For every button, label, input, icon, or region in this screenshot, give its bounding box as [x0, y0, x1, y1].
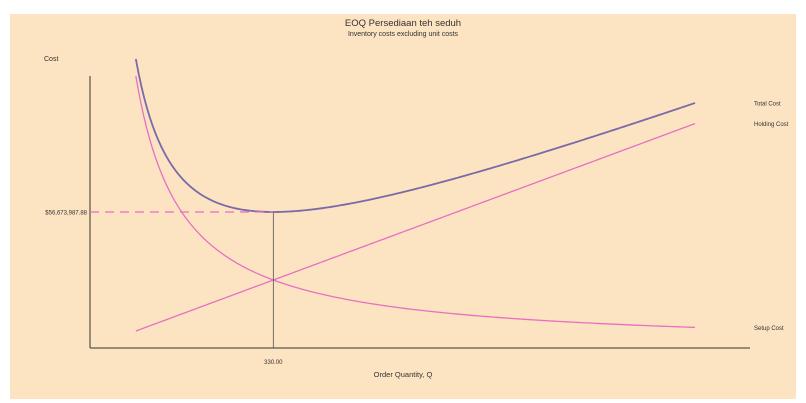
series-label-2: Holding Cost: [754, 122, 789, 128]
chart-panel: EOQ Persediaan teh seduh Inventory costs …: [10, 14, 796, 399]
y-axis-label: Cost: [44, 56, 58, 63]
total-cost-line: [134, 58, 696, 213]
min-cost-label: $56,673,987.88: [45, 211, 87, 217]
x-axis-label: Order Quantity, Q: [374, 370, 433, 379]
eoq-quantity-label: 330.00: [264, 360, 283, 366]
holding-cost-line: [135, 122, 696, 332]
chart-subtitle: Inventory costs excluding unit costs: [348, 31, 459, 38]
chart-title: EOQ Persediaan teh seduh: [345, 18, 461, 29]
eoq-chart: EOQ Persediaan teh seduh Inventory costs …: [44, 18, 789, 379]
setup-cost-line: [135, 75, 696, 329]
top-caption: [0, 0, 806, 14]
series-label-3: Setup Cost: [754, 326, 784, 332]
series-label-1: Total Cost: [754, 101, 781, 107]
